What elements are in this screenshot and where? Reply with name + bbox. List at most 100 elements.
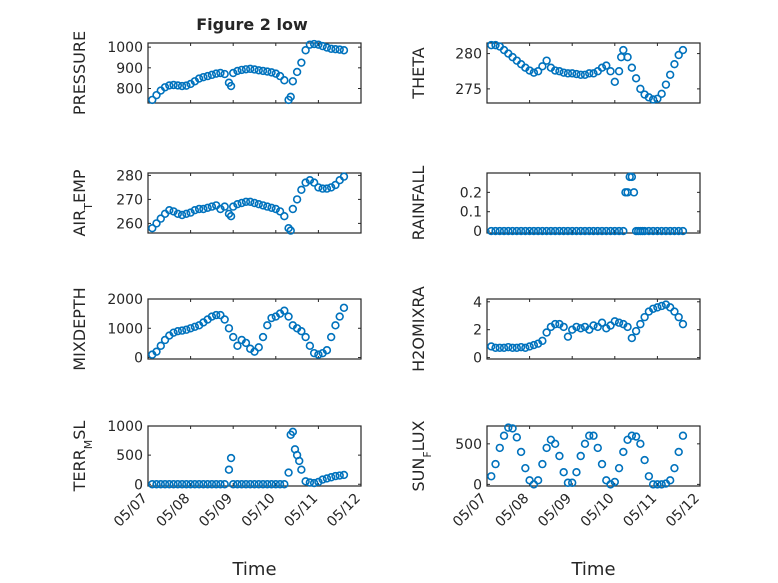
data-point	[619, 447, 628, 457]
data-point	[233, 200, 242, 209]
y-tick-label: 0	[473, 351, 482, 367]
data-point	[521, 343, 530, 353]
data-point	[597, 226, 607, 236]
data-point	[589, 69, 598, 78]
data-point	[182, 81, 191, 90]
data-point	[280, 480, 289, 489]
series-points	[487, 40, 688, 104]
data-point	[631, 74, 641, 83]
figure-title: Figure 2 low	[196, 15, 308, 34]
data-point	[623, 52, 632, 62]
data-point	[563, 332, 573, 341]
data-point	[233, 480, 242, 489]
data-point	[550, 66, 560, 75]
data-point	[678, 226, 688, 236]
data-point	[487, 40, 496, 50]
data-point	[177, 81, 187, 91]
y-axis-label: MIXDEPTH	[70, 287, 89, 370]
data-point	[156, 480, 165, 489]
data-point	[237, 480, 246, 489]
data-point	[529, 226, 539, 236]
data-point	[567, 69, 577, 78]
y-tick-label: 280	[116, 168, 143, 184]
data-point	[670, 59, 679, 69]
data-point	[229, 68, 238, 78]
data-point	[284, 312, 293, 321]
data-point	[670, 226, 679, 236]
y-axis-label: SUNFLUX	[409, 420, 434, 491]
data-point	[636, 439, 645, 449]
data-point	[280, 306, 289, 315]
data-point	[263, 202, 272, 211]
y-tick-label: 270	[116, 192, 143, 208]
data-point	[653, 94, 662, 103]
y-tick-label: 900	[116, 61, 143, 77]
data-point	[216, 204, 225, 214]
data-point	[606, 67, 615, 76]
data-point	[585, 431, 594, 440]
data-point	[648, 226, 658, 236]
data-point	[516, 342, 526, 352]
data-point	[674, 312, 683, 322]
data-point	[258, 201, 268, 210]
data-point	[152, 219, 161, 228]
data-point	[339, 172, 349, 181]
data-point	[516, 226, 526, 236]
data-point	[335, 312, 344, 321]
data-point	[331, 471, 340, 481]
data-point	[173, 209, 183, 219]
data-point	[606, 226, 615, 236]
data-point	[589, 226, 598, 236]
data-point	[636, 319, 645, 329]
data-point	[648, 95, 658, 104]
data-point	[627, 63, 637, 72]
data-point	[580, 70, 590, 79]
data-point	[199, 204, 208, 214]
data-point	[211, 310, 221, 320]
data-point	[224, 465, 234, 474]
data-point	[169, 207, 178, 216]
data-point	[495, 343, 504, 353]
data-point	[657, 480, 666, 489]
data-point	[495, 226, 504, 236]
data-point	[533, 67, 543, 76]
data-point	[678, 45, 688, 55]
data-point	[533, 476, 543, 485]
x-tick-label: 05/07	[450, 491, 490, 531]
series-points	[487, 172, 688, 236]
y-tick-label: 2000	[107, 292, 143, 308]
data-point	[665, 476, 675, 485]
data-point	[563, 69, 573, 78]
data-point	[602, 61, 611, 70]
data-point	[542, 56, 551, 65]
y-tick-label: 800	[116, 82, 143, 98]
subplot-theta: 275 280 THETA	[409, 40, 701, 104]
data-point	[220, 480, 229, 489]
data-point	[267, 203, 276, 213]
data-point	[619, 226, 628, 236]
x-axis-label: Time	[570, 559, 615, 580]
data-point	[258, 66, 268, 76]
data-point	[318, 475, 327, 484]
data-point	[674, 50, 683, 60]
data-point	[152, 480, 161, 489]
data-point	[538, 62, 547, 71]
data-point	[504, 226, 513, 236]
data-point	[610, 477, 619, 487]
data-point	[199, 72, 208, 82]
data-point	[487, 342, 496, 351]
data-point	[585, 226, 594, 236]
data-point	[226, 212, 236, 221]
data-point	[275, 480, 285, 489]
data-point	[657, 89, 666, 99]
x-axis-label: Time	[231, 559, 276, 580]
data-point	[194, 204, 204, 214]
data-point	[271, 69, 280, 78]
data-point	[224, 324, 234, 333]
data-point	[331, 321, 340, 330]
data-point	[295, 456, 304, 466]
data-point	[631, 432, 641, 441]
data-point	[614, 67, 624, 76]
data-point	[678, 431, 688, 440]
